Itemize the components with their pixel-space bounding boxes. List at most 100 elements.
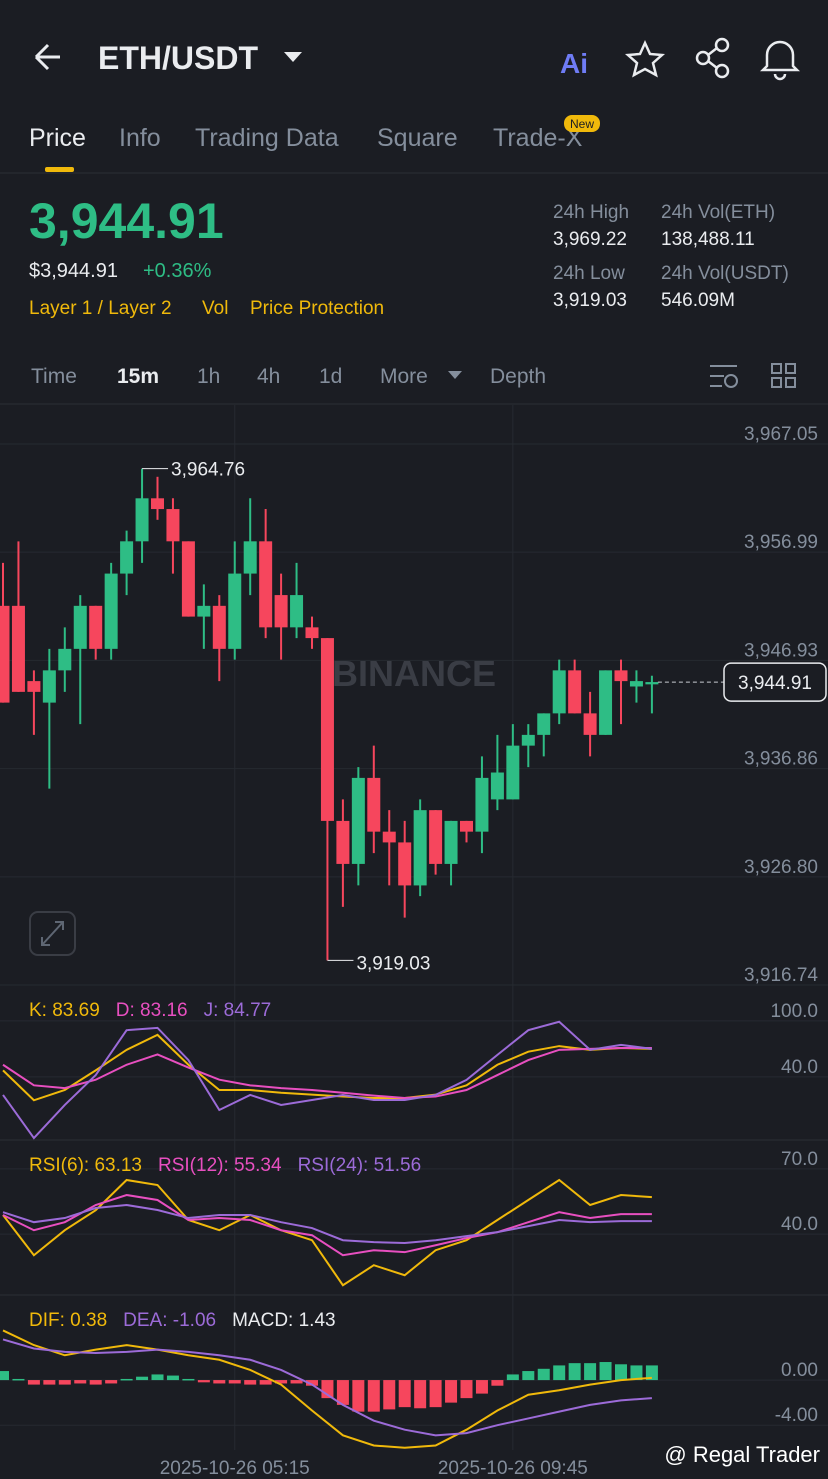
candle-body xyxy=(320,638,334,821)
usd-price: $3,944.91 xyxy=(29,260,118,282)
indicator-readout: MACD: 1.43 xyxy=(232,1310,335,1331)
candle-body xyxy=(151,498,164,510)
macd-bar xyxy=(182,1378,195,1381)
indicator-line xyxy=(2,1338,652,1437)
last-price-label: 3,944.91 xyxy=(738,673,812,694)
candle-body xyxy=(413,810,427,886)
macd-bar xyxy=(383,1380,396,1410)
indicator-readout: DEA: -1.06 xyxy=(123,1310,216,1331)
stat-label: 24h High xyxy=(553,202,629,223)
macd-bar xyxy=(630,1365,643,1381)
interval[interactable]: 4h xyxy=(257,365,280,388)
candle-body xyxy=(599,670,613,735)
indicator-readout: J: 84.77 xyxy=(204,1000,272,1021)
last-price: 3,944.91 xyxy=(29,193,224,249)
macd-bar xyxy=(244,1380,257,1385)
candle-body xyxy=(135,498,149,542)
y-tick-label: 100.0 xyxy=(770,1001,818,1022)
candle-body xyxy=(490,772,504,800)
macd-bar xyxy=(275,1380,288,1384)
macd-bar xyxy=(568,1363,581,1381)
macd-bar xyxy=(136,1376,149,1381)
alert-icon[interactable] xyxy=(759,40,801,81)
interval[interactable]: Depth xyxy=(490,365,546,388)
y-tick-label: 70.0 xyxy=(781,1149,818,1170)
back-button[interactable] xyxy=(34,43,60,71)
interval[interactable]: 15m xyxy=(117,365,159,388)
macd-bar xyxy=(228,1380,241,1384)
candle-body xyxy=(475,777,489,832)
indicator-line xyxy=(2,1329,652,1449)
indicator-readout: K: 83.69 xyxy=(29,1000,100,1021)
layout-icon[interactable] xyxy=(771,363,796,388)
macd-bar xyxy=(166,1375,179,1381)
candle-body xyxy=(11,605,25,692)
indicator-line xyxy=(2,1178,652,1287)
tag[interactable]: Layer 1 / Layer 2 xyxy=(29,298,172,319)
candle-body xyxy=(166,509,180,542)
tag[interactable]: Vol xyxy=(202,298,228,319)
expand-button[interactable] xyxy=(29,911,76,956)
candle-body xyxy=(367,777,381,832)
interval[interactable]: More xyxy=(380,365,428,388)
candle-body xyxy=(259,541,273,628)
candle-body xyxy=(243,541,257,574)
candle-body xyxy=(583,713,597,735)
y-tick-label: 3,926.80 xyxy=(744,857,818,878)
candle-body xyxy=(274,595,288,628)
y-tick-label: 40.0 xyxy=(781,1214,818,1235)
tag[interactable]: Price Protection xyxy=(250,298,384,319)
candle-body xyxy=(444,820,458,864)
candle-body xyxy=(290,595,304,628)
candle-body xyxy=(73,605,87,649)
candle-body xyxy=(27,681,41,692)
favorite-icon[interactable] xyxy=(624,39,666,78)
pair-title[interactable]: ETH/USDT xyxy=(98,40,258,76)
macd-bar xyxy=(43,1380,56,1385)
macd-bar xyxy=(259,1380,272,1385)
macd-bar xyxy=(105,1380,118,1384)
new-badge xyxy=(564,115,600,132)
macd-bar xyxy=(74,1380,87,1384)
macd-bar xyxy=(645,1365,658,1381)
settings-icon[interactable] xyxy=(710,365,738,388)
candle-body xyxy=(0,605,10,703)
candle-body xyxy=(212,605,226,649)
indicator-line xyxy=(2,1046,652,1099)
candle-body xyxy=(460,820,473,832)
interval[interactable]: 1d xyxy=(319,365,342,388)
macd-bar xyxy=(27,1380,40,1385)
new-badge-text: New xyxy=(570,117,594,131)
price-change: +0.36% xyxy=(143,260,212,282)
macd-bar xyxy=(475,1380,488,1394)
macd-bar xyxy=(414,1380,427,1409)
tab[interactable]: Info xyxy=(119,124,161,152)
x-tick-label: 2025-10-26 09:45 xyxy=(438,1458,588,1479)
stat-value: 3,919.03 xyxy=(553,290,627,311)
share-icon[interactable] xyxy=(695,37,730,79)
stat-value: 3,969.22 xyxy=(553,229,627,250)
y-tick-label: 3,946.93 xyxy=(744,640,818,661)
interval[interactable]: 1h xyxy=(197,365,220,388)
macd-bar xyxy=(553,1365,566,1381)
pair-dropdown[interactable] xyxy=(284,52,302,62)
tab[interactable]: Trading Data xyxy=(195,124,339,152)
candle-body xyxy=(645,682,659,685)
last-price-box xyxy=(723,662,827,702)
more-dropdown[interactable] xyxy=(448,371,462,379)
macd-bar xyxy=(120,1378,133,1381)
ai-button[interactable]: Ai xyxy=(560,48,588,79)
y-tick-label: -4.00 xyxy=(775,1405,818,1426)
macd-bar xyxy=(12,1378,25,1381)
interval[interactable]: Time xyxy=(31,365,77,388)
candle-body xyxy=(398,842,412,886)
indicator-readout: DIF: 0.38 xyxy=(29,1310,107,1331)
tab[interactable]: Price xyxy=(29,124,86,152)
macd-bar xyxy=(306,1380,318,1386)
macd-bar xyxy=(0,1371,9,1381)
candle-body xyxy=(89,605,103,649)
expand-icon xyxy=(41,921,64,946)
indicator-line xyxy=(2,1203,652,1245)
tab[interactable]: Square xyxy=(377,124,458,152)
